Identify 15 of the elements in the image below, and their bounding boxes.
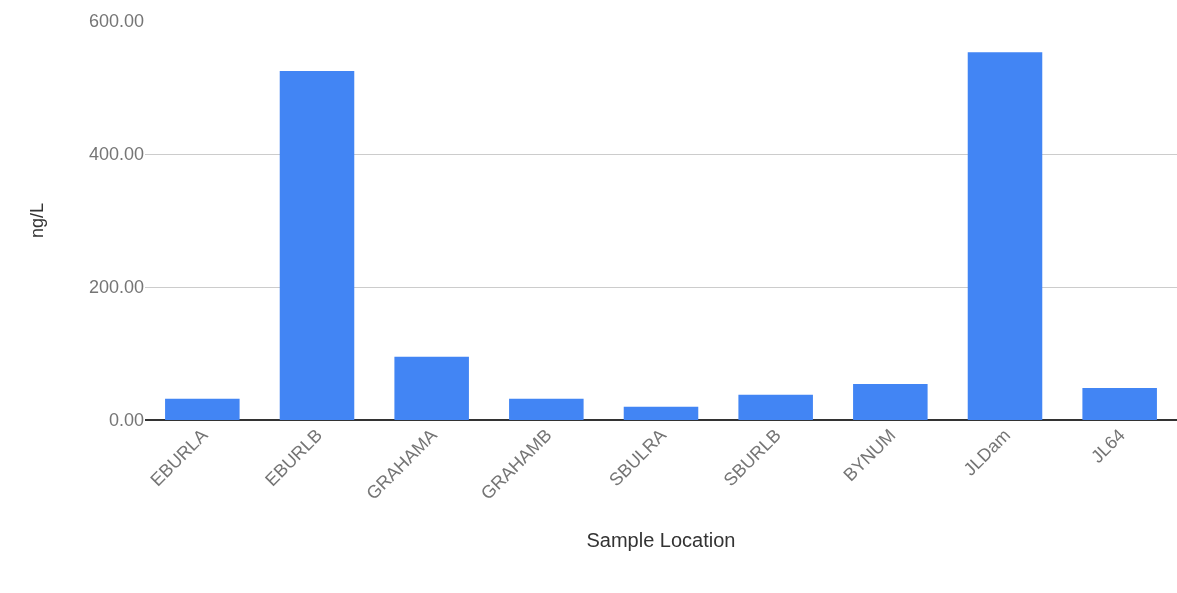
bar [853, 384, 928, 420]
y-tick-label: 0.00 [108, 410, 144, 431]
bar [1082, 388, 1157, 420]
bar [165, 398, 240, 420]
y-axis-title: ng/L [27, 202, 48, 239]
bar [279, 70, 355, 420]
bar [394, 356, 469, 420]
y-tick-label: 200.00 [88, 277, 144, 298]
x-axis-title: Sample Location [586, 529, 736, 552]
y-tick-label: 600.00 [88, 11, 144, 32]
bar [509, 398, 584, 420]
bar [967, 52, 1043, 420]
bar [738, 394, 813, 420]
bar [623, 406, 699, 420]
y-tick-label: 400.00 [88, 144, 144, 165]
